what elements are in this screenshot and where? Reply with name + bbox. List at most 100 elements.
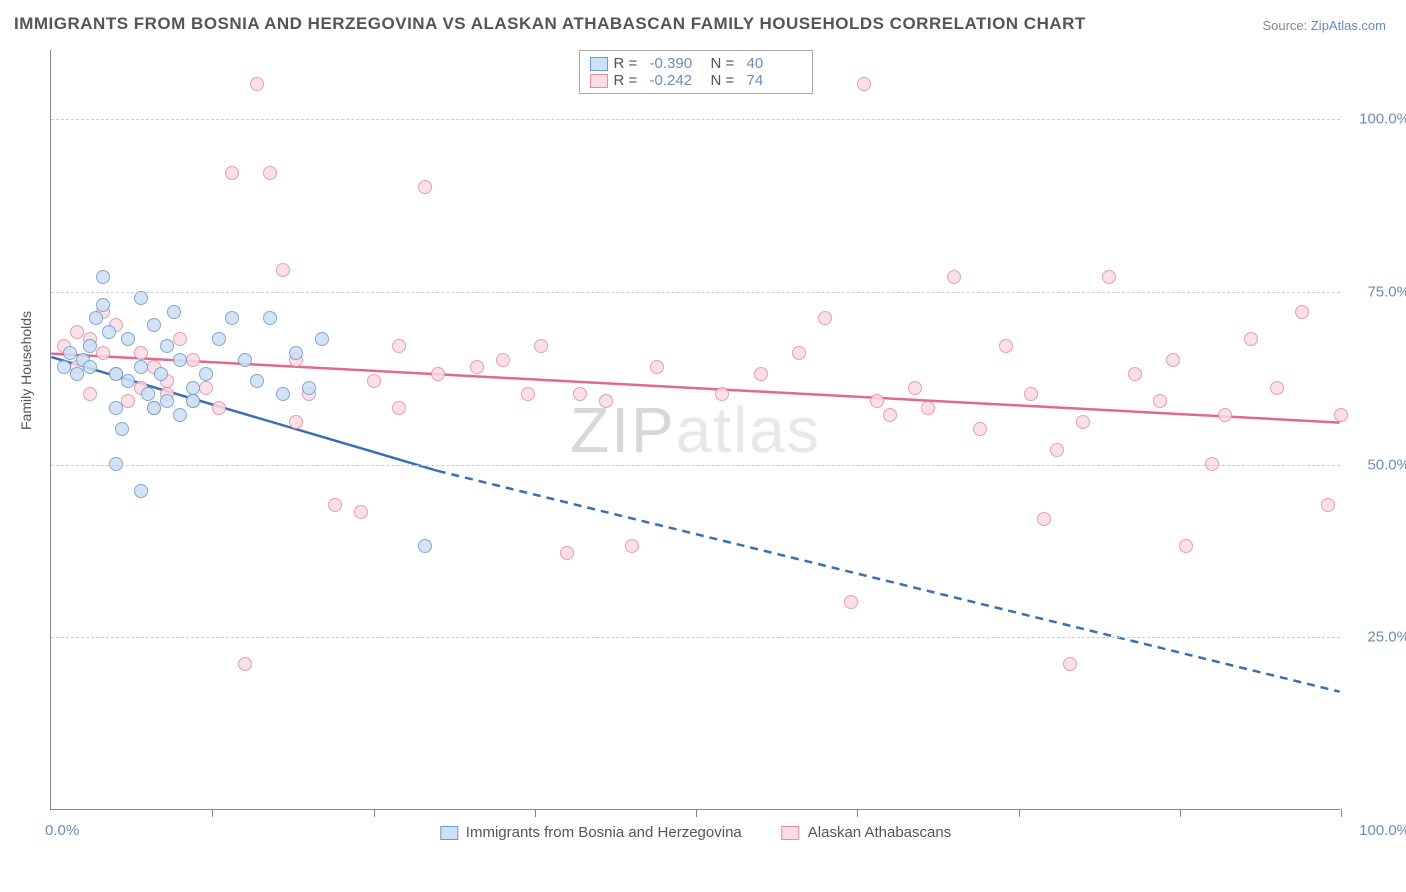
data-point-athabascan bbox=[418, 180, 432, 194]
data-point-athabascan bbox=[1218, 408, 1232, 422]
data-point-athabascan bbox=[573, 387, 587, 401]
x-tick-mark bbox=[696, 809, 697, 817]
data-point-athabascan bbox=[354, 505, 368, 519]
data-point-athabascan bbox=[857, 77, 871, 91]
legend-label-bosnia: Immigrants from Bosnia and Herzegovina bbox=[466, 824, 742, 841]
data-point-athabascan bbox=[1295, 305, 1309, 319]
data-point-athabascan bbox=[1334, 408, 1348, 422]
data-point-bosnia bbox=[96, 298, 110, 312]
data-point-athabascan bbox=[908, 381, 922, 395]
x-tick-min: 0.0% bbox=[45, 822, 79, 839]
legend-item-bosnia: Immigrants from Bosnia and Herzegovina bbox=[440, 824, 742, 841]
data-point-athabascan bbox=[263, 166, 277, 180]
data-point-athabascan bbox=[599, 394, 613, 408]
n-label: N = bbox=[711, 55, 741, 72]
data-point-athabascan bbox=[754, 367, 768, 381]
data-point-bosnia bbox=[289, 346, 303, 360]
data-point-bosnia bbox=[70, 367, 84, 381]
data-point-bosnia bbox=[173, 408, 187, 422]
data-point-bosnia bbox=[199, 367, 213, 381]
data-point-athabascan bbox=[650, 360, 664, 374]
data-point-athabascan bbox=[199, 381, 213, 395]
data-point-athabascan bbox=[238, 657, 252, 671]
data-point-bosnia bbox=[173, 353, 187, 367]
data-point-athabascan bbox=[921, 401, 935, 415]
data-point-bosnia bbox=[186, 394, 200, 408]
source-attribution: Source: ZipAtlas.com bbox=[1262, 18, 1386, 33]
data-point-athabascan bbox=[1037, 512, 1051, 526]
data-point-athabascan bbox=[276, 263, 290, 277]
source-prefix: Source: bbox=[1262, 18, 1310, 33]
r-label: R = bbox=[614, 55, 644, 72]
data-point-bosnia bbox=[109, 367, 123, 381]
data-point-athabascan bbox=[134, 346, 148, 360]
data-point-athabascan bbox=[1102, 270, 1116, 284]
data-point-bosnia bbox=[160, 394, 174, 408]
watermark-zip: ZIP bbox=[570, 394, 676, 466]
data-point-athabascan bbox=[818, 311, 832, 325]
data-point-bosnia bbox=[121, 332, 135, 346]
data-point-bosnia bbox=[154, 367, 168, 381]
data-point-athabascan bbox=[1244, 332, 1258, 346]
data-point-bosnia bbox=[89, 311, 103, 325]
data-point-bosnia bbox=[141, 387, 155, 401]
plot-area: ZIPatlas R = -0.390 N = 40 R = -0.242 N … bbox=[50, 50, 1340, 810]
data-point-athabascan bbox=[973, 422, 987, 436]
data-point-bosnia bbox=[147, 401, 161, 415]
x-tick-mark bbox=[374, 809, 375, 817]
data-point-athabascan bbox=[1153, 394, 1167, 408]
data-point-athabascan bbox=[521, 387, 535, 401]
data-point-athabascan bbox=[1024, 387, 1038, 401]
data-point-bosnia bbox=[225, 311, 239, 325]
legend-item-athabascan: Alaskan Athabascans bbox=[782, 824, 951, 841]
data-point-bosnia bbox=[147, 318, 161, 332]
data-point-athabascan bbox=[289, 415, 303, 429]
data-point-bosnia bbox=[134, 291, 148, 305]
legend-swatch-bosnia bbox=[440, 826, 458, 840]
data-point-bosnia bbox=[134, 360, 148, 374]
gridline-h bbox=[51, 292, 1340, 293]
data-point-bosnia bbox=[238, 353, 252, 367]
legend-label-athabascan: Alaskan Athabascans bbox=[808, 824, 951, 841]
data-point-athabascan bbox=[1179, 539, 1193, 553]
data-point-bosnia bbox=[186, 381, 200, 395]
data-point-athabascan bbox=[367, 374, 381, 388]
data-point-athabascan bbox=[1050, 443, 1064, 457]
r-label: R = bbox=[614, 72, 644, 89]
data-point-athabascan bbox=[328, 498, 342, 512]
data-point-bosnia bbox=[263, 311, 277, 325]
data-point-athabascan bbox=[560, 546, 574, 560]
r-value-athabascan: -0.242 bbox=[650, 72, 705, 89]
data-point-athabascan bbox=[870, 394, 884, 408]
data-point-athabascan bbox=[121, 394, 135, 408]
data-point-bosnia bbox=[96, 270, 110, 284]
watermark-atlas: atlas bbox=[676, 394, 821, 466]
data-point-bosnia bbox=[115, 422, 129, 436]
data-point-bosnia bbox=[250, 374, 264, 388]
trend-lines bbox=[51, 50, 1340, 809]
data-point-bosnia bbox=[167, 305, 181, 319]
y-tick-label: 25.0% bbox=[1367, 629, 1406, 646]
data-point-bosnia bbox=[63, 346, 77, 360]
data-point-bosnia bbox=[302, 381, 316, 395]
y-axis-label: Family Households bbox=[18, 311, 34, 430]
source-link[interactable]: ZipAtlas.com bbox=[1311, 18, 1386, 33]
data-point-athabascan bbox=[496, 353, 510, 367]
data-point-athabascan bbox=[173, 332, 187, 346]
y-tick-label: 50.0% bbox=[1367, 456, 1406, 473]
data-point-bosnia bbox=[83, 339, 97, 353]
x-tick-max: 100.0% bbox=[1359, 822, 1406, 839]
data-point-athabascan bbox=[715, 387, 729, 401]
data-point-bosnia bbox=[134, 484, 148, 498]
data-point-athabascan bbox=[844, 595, 858, 609]
data-point-athabascan bbox=[392, 339, 406, 353]
data-point-athabascan bbox=[96, 346, 110, 360]
n-label: N = bbox=[711, 72, 741, 89]
x-tick-mark bbox=[1180, 809, 1181, 817]
x-tick-mark bbox=[1019, 809, 1020, 817]
data-point-athabascan bbox=[212, 401, 226, 415]
x-tick-mark bbox=[857, 809, 858, 817]
data-point-bosnia bbox=[212, 332, 226, 346]
x-tick-mark bbox=[1341, 809, 1342, 817]
data-point-bosnia bbox=[57, 360, 71, 374]
